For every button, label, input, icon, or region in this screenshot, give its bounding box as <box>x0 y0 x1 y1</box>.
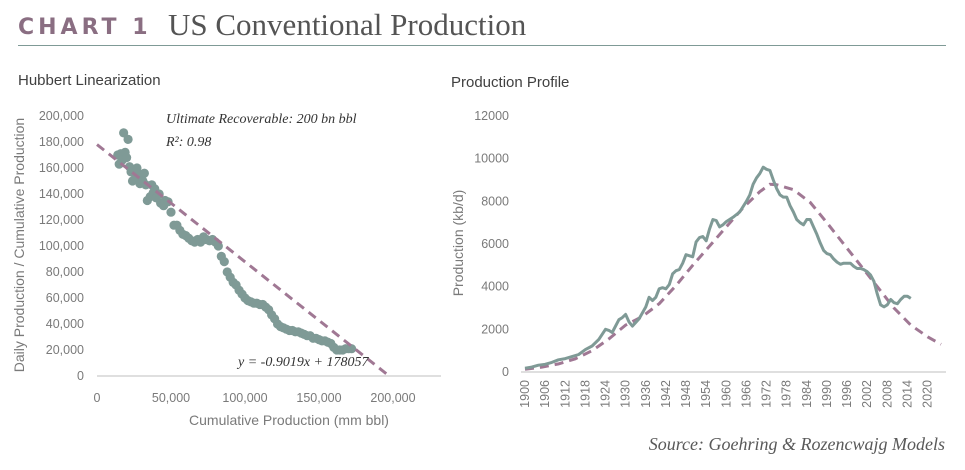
chart-title: US Conventional Production <box>168 7 527 42</box>
production-x-tick-label: 1984 <box>800 380 814 408</box>
production-x-tick-label: 1954 <box>699 380 713 408</box>
hubbert-y-tick-label: 120,000 <box>39 213 84 227</box>
r2-annotation: R²: 0.98 <box>165 135 211 150</box>
hubbert-x-tick-label: 50,000 <box>152 391 190 405</box>
production-actual-line <box>524 165 912 370</box>
hubbert-data-point <box>139 168 149 178</box>
production-x-tick-label: 2008 <box>880 380 894 408</box>
production-x-tick-label: 1900 <box>518 380 532 408</box>
chart-label: CHART 1 <box>18 15 152 40</box>
hubbert-data-point <box>132 163 142 173</box>
hubbert-data-point <box>219 257 229 267</box>
hubbert-x-tick-label: 200,000 <box>370 391 415 405</box>
production-x-tick-label: 2020 <box>921 380 935 408</box>
production-x-tick-label: 1942 <box>659 380 673 408</box>
hubbert-x-ticks: 0 50,000 100,000 150,000 200,000 <box>94 391 416 405</box>
production-x-ticks: 1900 1906 1912 1918 1924 1930 1936 1942 1948 1954… <box>518 380 935 408</box>
hubbert-data-point <box>123 134 133 144</box>
equation-annotation: y = -0.9019x + 178057 <box>236 355 369 370</box>
hubbert-y-tick-label: 60,000 <box>46 291 84 305</box>
hubbert-data-point <box>122 153 132 163</box>
production-x-tick-label: 1978 <box>780 380 794 408</box>
production-x-tick-label: 1972 <box>760 380 774 408</box>
hubbert-y-tick-label: 180,000 <box>39 135 84 149</box>
header: CHART 1 US Conventional Production <box>18 6 948 46</box>
hubbert-data-point <box>346 344 357 354</box>
production-y-tick-label: 10000 <box>474 152 509 166</box>
hubbert-x-axis-title: Cumulative Production (mm bbl) <box>189 412 389 428</box>
hubbert-y-ticks: 0 20,000 40,000 60,000 80,000 100,000 120,000 1… <box>39 109 84 383</box>
production-chart: Production Profile 0 2000 4000 6000 8000 1000… <box>450 74 946 408</box>
hubbert-y-tick-label: 200,000 <box>39 109 84 123</box>
hubbert-y-axis-title: Daily Production / Cumulative Production <box>11 118 27 372</box>
production-y-tick-label: 12000 <box>474 109 509 123</box>
production-y-tick-label: 4000 <box>481 280 509 294</box>
hubbert-y-tick-label: 0 <box>77 369 84 383</box>
hubbert-x-tick-label: 100,000 <box>222 391 267 405</box>
hubbert-chart-title: Hubbert Linearization <box>18 72 161 89</box>
production-x-tick-label: 2002 <box>860 380 874 408</box>
hubbert-fit-line <box>96 143 391 378</box>
production-x-tick-label: 1912 <box>558 380 572 408</box>
production-y-tick-label: 6000 <box>481 237 509 251</box>
hubbert-points <box>113 128 357 355</box>
production-y-ticks: 0 2000 4000 6000 8000 10000 12000 <box>474 109 509 379</box>
production-y-tick-label: 8000 <box>481 194 509 208</box>
hubbert-data-point <box>119 128 129 138</box>
urr-annotation: Ultimate Recoverable: 200 bn bbl <box>166 112 357 127</box>
hubbert-x-tick-label: 0 <box>94 391 101 405</box>
hubbert-chart: Hubbert Linearization 0 20,000 40,000 60,00… <box>11 72 441 428</box>
production-x-tick-label: 1960 <box>719 380 733 408</box>
production-x-tick-label: 1924 <box>599 380 613 408</box>
production-fit-curve <box>524 182 942 371</box>
hubbert-y-tick-label: 100,000 <box>39 239 84 253</box>
header-rule <box>18 45 946 46</box>
production-chart-title: Production Profile <box>451 74 569 91</box>
production-x-tick-label: 1990 <box>820 380 834 408</box>
hubbert-data-point <box>166 207 176 217</box>
production-x-tick-label: 1918 <box>578 380 592 408</box>
production-x-tick-label: 2014 <box>900 380 914 408</box>
production-y-tick-label: 2000 <box>481 322 509 336</box>
production-x-tick-label: 1948 <box>679 380 693 408</box>
hubbert-y-tick-label: 80,000 <box>46 265 84 279</box>
hubbert-y-tick-label: 140,000 <box>39 187 84 201</box>
hubbert-y-tick-label: 20,000 <box>46 343 84 357</box>
hubbert-y-tick-label: 40,000 <box>46 317 84 331</box>
production-y-axis-title: Production (kb/d) <box>450 190 466 297</box>
source-note: Source: Goehring & Rozencwajg Models <box>648 434 945 454</box>
production-x-tick-label: 1930 <box>619 380 633 408</box>
production-x-tick-label: 1906 <box>538 380 552 408</box>
production-x-tick-label: 1996 <box>840 380 854 408</box>
production-y-tick-label: 0 <box>502 365 509 379</box>
production-x-tick-label: 1966 <box>739 380 753 408</box>
production-x-tick-label: 1936 <box>639 380 653 408</box>
hubbert-y-tick-label: 160,000 <box>39 161 84 175</box>
hubbert-x-tick-label: 150,000 <box>296 391 341 405</box>
